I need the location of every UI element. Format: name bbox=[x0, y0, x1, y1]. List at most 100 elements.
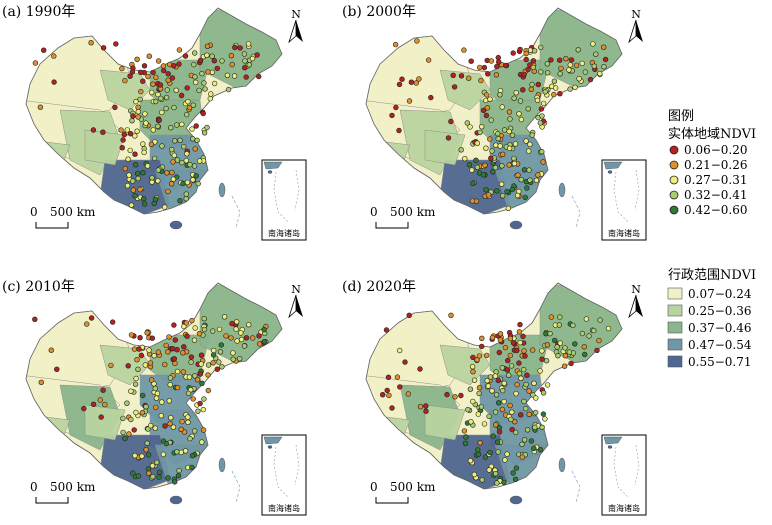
city-point bbox=[202, 86, 208, 92]
city-point bbox=[196, 87, 202, 94]
city-point bbox=[562, 352, 569, 359]
city-point bbox=[188, 354, 195, 360]
province-region bbox=[84, 129, 126, 166]
city-point bbox=[150, 69, 156, 76]
city-point bbox=[32, 316, 38, 322]
hainan-island bbox=[509, 220, 523, 230]
city-point bbox=[193, 79, 199, 86]
panel-title: (d) 2020年 bbox=[342, 279, 416, 295]
city-point bbox=[490, 433, 496, 439]
city-point bbox=[138, 352, 145, 359]
city-point bbox=[474, 357, 480, 363]
city-point bbox=[133, 98, 139, 105]
city-point bbox=[575, 47, 581, 53]
taiwan-island bbox=[558, 457, 566, 473]
city-point bbox=[470, 398, 476, 405]
city-point bbox=[204, 52, 210, 58]
city-point bbox=[479, 477, 485, 483]
city-point bbox=[132, 133, 138, 139]
city-point bbox=[162, 204, 168, 210]
city-point bbox=[520, 87, 526, 93]
city-point bbox=[120, 415, 126, 422]
city-point bbox=[191, 337, 198, 343]
city-point bbox=[522, 353, 528, 359]
city-point bbox=[143, 404, 149, 410]
city-point bbox=[479, 335, 485, 341]
city-point bbox=[539, 424, 545, 431]
city-point bbox=[140, 78, 146, 84]
city-point bbox=[118, 127, 124, 133]
city-point bbox=[149, 175, 155, 181]
province-region bbox=[369, 139, 411, 171]
city-point bbox=[513, 89, 519, 96]
city-point bbox=[162, 423, 168, 429]
city-point bbox=[556, 322, 563, 328]
city-point bbox=[231, 73, 238, 79]
city-point bbox=[601, 63, 607, 70]
city-point bbox=[514, 192, 521, 199]
city-point bbox=[477, 64, 483, 71]
city-point bbox=[479, 123, 485, 130]
city-point bbox=[157, 82, 164, 88]
city-point bbox=[399, 76, 405, 82]
city-point bbox=[172, 479, 178, 485]
city-point bbox=[477, 129, 483, 136]
north-label: N bbox=[291, 8, 301, 21]
province-region bbox=[424, 404, 466, 441]
city-point bbox=[495, 449, 501, 455]
city-point bbox=[134, 128, 140, 134]
city-point bbox=[199, 380, 205, 387]
city-point bbox=[444, 391, 450, 398]
city-point bbox=[469, 363, 476, 370]
city-point bbox=[539, 149, 545, 155]
scale-line bbox=[35, 222, 69, 229]
city-point bbox=[167, 421, 173, 427]
north-arrow-right bbox=[288, 19, 297, 44]
city-point bbox=[135, 114, 141, 120]
city-point bbox=[242, 64, 248, 71]
city-point bbox=[140, 196, 147, 202]
city-point bbox=[153, 395, 160, 401]
city-point bbox=[167, 381, 173, 388]
city-point bbox=[468, 58, 474, 64]
city-point bbox=[246, 321, 252, 328]
city-point bbox=[160, 451, 167, 458]
city-point bbox=[497, 143, 503, 149]
city-point bbox=[558, 65, 564, 72]
city-point bbox=[201, 396, 207, 402]
city-point bbox=[145, 452, 152, 458]
city-point bbox=[172, 138, 178, 144]
city-point bbox=[510, 340, 517, 346]
city-point bbox=[466, 162, 473, 168]
city-point bbox=[529, 81, 535, 88]
city-point bbox=[165, 475, 171, 481]
city-point bbox=[184, 85, 190, 91]
city-point bbox=[88, 39, 94, 46]
city-point bbox=[533, 395, 539, 401]
city-point bbox=[508, 363, 515, 369]
city-point bbox=[51, 53, 57, 59]
city-point bbox=[140, 392, 146, 399]
city-point bbox=[256, 333, 262, 339]
city-point bbox=[154, 390, 161, 397]
city-point bbox=[476, 384, 483, 391]
scale-distance: 500 km bbox=[50, 205, 96, 219]
city-point bbox=[176, 47, 183, 53]
city-point bbox=[405, 391, 412, 397]
north-arrow-right bbox=[628, 294, 637, 319]
city-point bbox=[153, 98, 159, 105]
city-point bbox=[535, 81, 542, 88]
city-point bbox=[155, 123, 161, 130]
city-point bbox=[136, 346, 142, 352]
city-point bbox=[506, 372, 512, 378]
panel-title: (a) 1990年 bbox=[2, 4, 75, 20]
city-point bbox=[160, 63, 167, 69]
city-point bbox=[241, 51, 248, 57]
city-point bbox=[523, 381, 529, 388]
city-point bbox=[548, 314, 555, 320]
city-point bbox=[100, 129, 106, 135]
city-point bbox=[186, 104, 193, 111]
city-point bbox=[170, 424, 177, 430]
city-point bbox=[524, 185, 530, 191]
city-point bbox=[219, 58, 225, 64]
